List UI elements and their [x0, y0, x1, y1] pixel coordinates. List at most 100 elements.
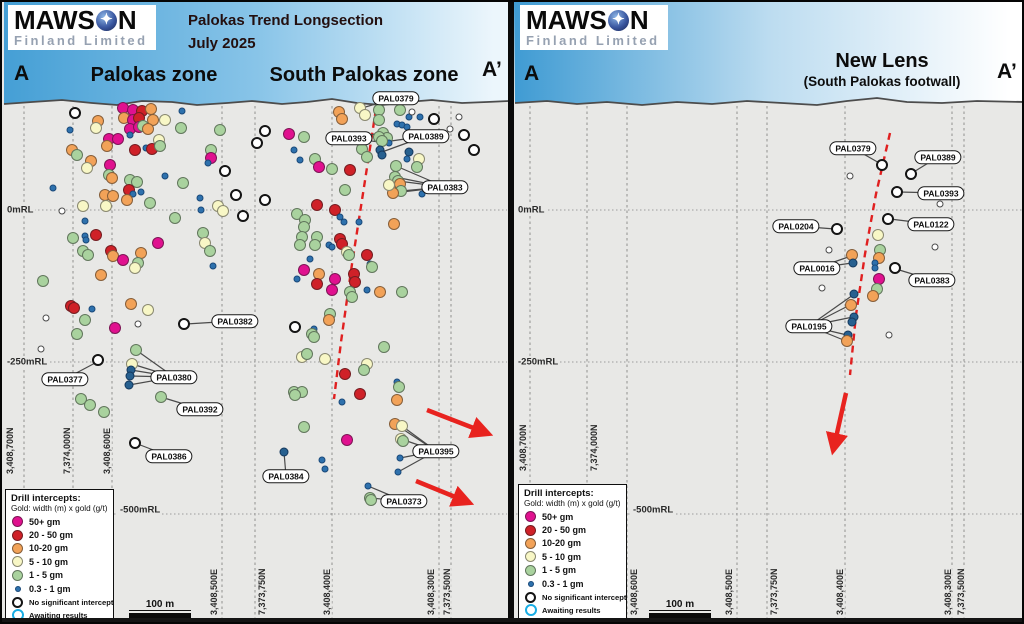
legend-dot-icon	[14, 585, 21, 592]
drillhole-label: PAL0393	[325, 131, 373, 145]
left-panel-header: MAWS ✦ N Finland Limited Palokas Trend Lon…	[2, 2, 511, 102]
drill-intercept-dot	[71, 149, 83, 161]
legend-swatch-o-icon	[524, 537, 537, 549]
legend-item-label: 20 - 50 gm	[542, 525, 587, 536]
drill-intercept-dot	[359, 109, 371, 121]
drill-intercept-dot	[849, 289, 859, 299]
drill-intercept-dot	[319, 353, 331, 365]
drill-intercept-dot	[882, 213, 894, 225]
legend-item-label: 50+ gm	[29, 516, 61, 527]
legend-title: Drill intercepts:	[524, 488, 594, 499]
drill-intercept-dot	[81, 217, 89, 225]
drill-intercept-dot	[129, 144, 141, 156]
drill-intercept-dot	[131, 176, 143, 188]
legend-item-label: 10-20 gm	[29, 543, 69, 554]
drill-intercept-dot	[283, 128, 295, 140]
drill-intercept-dot	[259, 194, 271, 206]
drill-intercept-dot	[396, 420, 408, 432]
legend-swatch-m-icon	[11, 516, 24, 528]
drillhole-label: PAL0383	[421, 180, 469, 194]
drill-intercept-dot	[178, 318, 190, 330]
legend-dot-icon	[12, 556, 23, 568]
drill-intercept-dot	[204, 245, 216, 257]
drill-intercept-dot	[361, 249, 373, 261]
drill-intercept-dot	[377, 150, 387, 160]
drill-intercept-dot	[468, 144, 480, 156]
drill-intercept-dot	[374, 286, 386, 298]
drill-intercept-dot	[891, 186, 903, 198]
drill-intercept-dot	[298, 131, 310, 143]
drillhole-label: PAL0016	[793, 261, 841, 275]
grid-coordinate-label: 3,408,700N	[518, 423, 528, 472]
legend-dot-icon	[12, 516, 23, 528]
drill-intercept-dot	[88, 305, 96, 313]
drill-intercept-dot	[137, 188, 145, 196]
star-glyph: ✦	[100, 10, 113, 28]
drill-intercept-dot	[68, 302, 80, 314]
grid-coordinate-label: 7,374,000N	[589, 423, 599, 472]
drill-intercept-dot	[326, 163, 338, 175]
section-corner-aprime-left: A’	[482, 58, 502, 81]
drill-intercept-dot	[219, 165, 231, 177]
elevation-label: -250mRL	[516, 356, 561, 368]
legend-item: No significant intercept	[524, 590, 626, 603]
drill-intercept-dot	[92, 354, 104, 366]
legend-dot-icon	[525, 551, 536, 563]
legend-title: Drill intercepts:	[11, 493, 81, 504]
elevation-label: -500mRL	[631, 504, 676, 516]
drillhole-label: PAL0377	[41, 372, 89, 386]
scale-bar: 100 m	[129, 599, 191, 619]
drill-intercept-dot	[152, 237, 164, 249]
drill-intercept-dot	[867, 290, 879, 302]
drill-intercepts-legend: Drill intercepts: Gold: width (m) x gold …	[5, 489, 114, 622]
drill-intercept-dot	[134, 320, 142, 328]
zone-heading: South Palokas zone	[269, 64, 459, 86]
drill-intercept-dot	[159, 114, 171, 126]
drill-intercept-dot	[67, 232, 79, 244]
elevation-label: -500mRL	[118, 504, 163, 516]
logo-subtitle: Finland Limited	[526, 33, 660, 48]
drill-intercept-dot	[845, 299, 857, 311]
figure-title-line1: Palokas Trend Longsection	[188, 12, 384, 29]
drill-intercept-dot	[129, 437, 141, 449]
drill-intercept-dot	[214, 124, 226, 136]
drill-intercept-dot	[90, 229, 102, 241]
drill-intercept-dot	[230, 189, 242, 201]
drill-intercept-dot	[279, 447, 289, 457]
legend-item: 5 - 10 gm	[524, 550, 622, 563]
drill-intercept-dot	[349, 276, 361, 288]
drill-intercept-dot	[365, 494, 377, 506]
drill-intercept-dot	[336, 213, 344, 221]
drill-intercept-dot	[58, 207, 66, 215]
drill-intercept-dot	[107, 190, 119, 202]
legend-dot-icon	[525, 524, 536, 536]
section-corner-aprime-right: A’	[997, 60, 1017, 83]
legend-item: 0.3 - 1 gm	[524, 577, 622, 590]
legend-dot-icon	[524, 604, 537, 617]
drill-intercept-dot	[298, 264, 310, 276]
drill-intercept-dot	[411, 161, 423, 173]
drill-intercept-dot	[344, 164, 356, 176]
drill-intercept-dot	[125, 371, 135, 381]
drill-intercept-dot	[237, 210, 249, 222]
legend-dot-icon	[12, 542, 23, 554]
section-corner-a-right: A	[524, 62, 540, 85]
grid-coordinate-label: 7,373,500N	[956, 567, 966, 616]
drill-intercept-dot	[889, 262, 901, 274]
drill-intercept-dot	[318, 456, 326, 464]
drill-intercept-dot	[364, 482, 372, 490]
drill-intercept-dot	[885, 331, 893, 339]
drill-intercept-dot	[936, 200, 944, 208]
scale-bar: 100 m	[649, 599, 711, 619]
drill-intercept-dot	[361, 151, 373, 163]
grid-coordinate-label: 3,408,300E	[943, 567, 953, 616]
drill-intercept-dot	[154, 140, 166, 152]
right-panel-header: MAWS ✦ N Finland Limited A A’	[514, 2, 1022, 102]
drill-intercept-dot	[69, 107, 81, 119]
drill-intercept-dot	[95, 269, 107, 281]
legend-swatch-o-icon	[11, 542, 24, 554]
logo-text-pre: MAWS	[14, 5, 95, 35]
drill-intercept-dot	[848, 258, 858, 268]
drill-intercept-dot	[403, 155, 411, 163]
drill-intercept-dot	[129, 262, 141, 274]
